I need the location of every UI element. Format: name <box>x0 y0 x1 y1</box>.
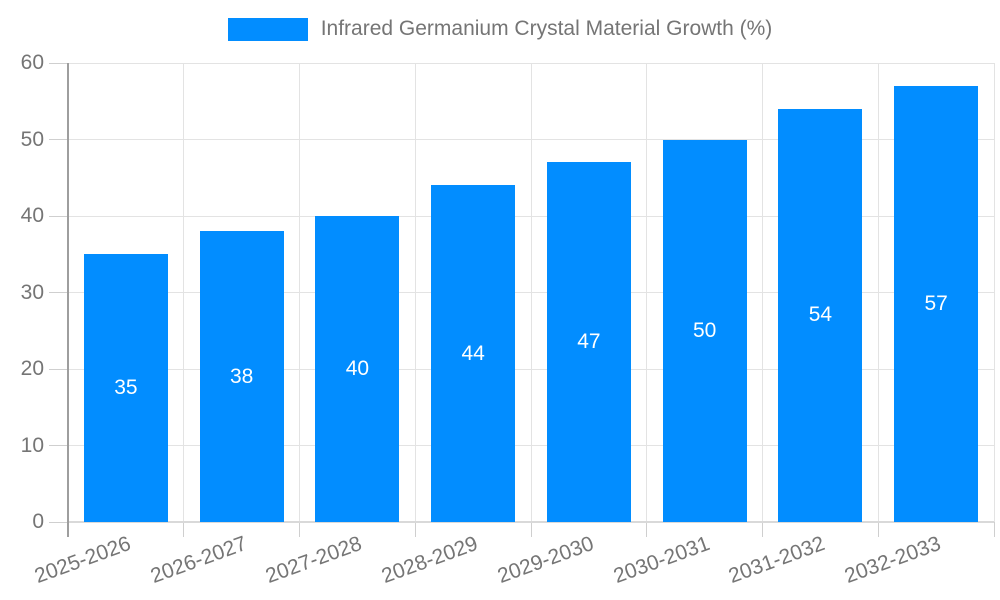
bar-value-label: 47 <box>577 330 601 354</box>
bar[interactable]: 35 <box>83 254 168 522</box>
y-tick-mark <box>49 215 68 217</box>
x-tick-mark <box>299 522 300 537</box>
x-axis-line <box>68 521 994 523</box>
y-tick-mark <box>49 292 68 293</box>
bar[interactable]: 54 <box>778 108 863 522</box>
legend-swatch <box>227 17 308 41</box>
bar-value-label: 57 <box>924 291 948 315</box>
grid-line-vertical <box>414 63 416 522</box>
y-tick-mark <box>49 368 68 370</box>
bar[interactable]: 40 <box>315 216 400 522</box>
bar[interactable]: 44 <box>431 185 516 522</box>
y-tick-label: 20 <box>20 357 44 380</box>
y-tick-mark <box>49 521 68 523</box>
y-tick-label: 30 <box>20 280 44 304</box>
grid-line-vertical <box>530 63 532 522</box>
x-tick-mark <box>646 522 648 537</box>
grid-line-vertical <box>877 63 879 522</box>
bar-value-label: 50 <box>692 318 717 342</box>
bar-value-label: 44 <box>461 341 485 365</box>
x-tick-mark <box>530 522 532 537</box>
y-tick-label: 10 <box>20 433 44 457</box>
y-tick-mark <box>49 445 68 446</box>
y-tick-label: 50 <box>20 127 44 151</box>
grid-line-vertical <box>646 63 648 522</box>
y-tick-label: 0 <box>32 510 44 533</box>
bar[interactable]: 38 <box>199 231 284 522</box>
y-tick-label: 60 <box>20 51 44 74</box>
x-tick-mark <box>183 522 185 537</box>
bar[interactable]: 57 <box>894 85 979 522</box>
y-axis-line <box>67 63 69 537</box>
x-tick-mark <box>762 522 763 537</box>
y-tick-label: 40 <box>20 204 44 227</box>
x-tick-mark <box>414 522 416 537</box>
legend[interactable]: Infrared Germanium Crystal Material Grow… <box>0 17 1000 41</box>
grid-line-vertical <box>299 63 300 522</box>
bar-value-label: 38 <box>229 364 254 388</box>
legend-label: Infrared Germanium Crystal Material Grow… <box>320 17 773 40</box>
y-tick-mark <box>49 62 68 64</box>
grid-line-vertical <box>762 63 763 522</box>
grid-line-vertical <box>183 63 185 522</box>
x-tick-mark <box>993 522 995 537</box>
plot-area: 0 10 20 30 40 50 60 35 38 40 44 47 50 54 57 2025-2026 20… <box>21 51 995 588</box>
x-tick-mark <box>877 522 879 537</box>
bar-value-label: 40 <box>345 357 370 380</box>
grid-line-vertical <box>993 63 995 522</box>
bar[interactable]: 47 <box>546 162 631 522</box>
bar-value-label: 35 <box>114 376 138 400</box>
bar-value-label: 54 <box>808 303 833 327</box>
y-tick-mark <box>49 139 68 140</box>
bar[interactable]: 50 <box>662 139 747 522</box>
